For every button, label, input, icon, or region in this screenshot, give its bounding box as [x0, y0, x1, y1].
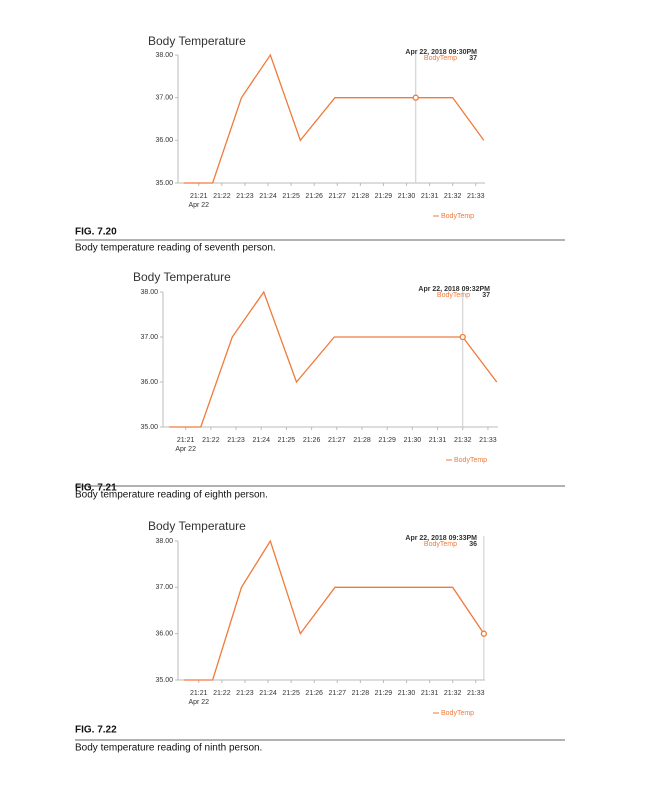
figure-label: FIG. 7.20 — [75, 227, 117, 238]
x-tick-label: 21:21 — [190, 690, 208, 697]
figure-label: FIG. 7.22 — [75, 725, 117, 736]
x-tick-label: 21:30 — [398, 193, 416, 200]
y-tick-label: 35.00 — [140, 424, 158, 431]
x-tick-label: 21:21 — [190, 193, 208, 200]
x-tick-label: 21:24 — [259, 193, 277, 200]
y-tick-label: 37.00 — [155, 584, 173, 591]
chart-title: Body Temperature — [148, 519, 246, 533]
figure-label: FIG. 7.21 — [75, 483, 117, 494]
tooltip-series: BodyTemp — [437, 292, 470, 299]
tooltip-value: 37 — [482, 292, 490, 299]
y-tick-label: 38.00 — [155, 538, 173, 545]
y-tick-label: 37.00 — [155, 95, 173, 102]
line-series — [183, 539, 485, 681]
x-tick-label: 21:31 — [421, 690, 439, 697]
x-tick-label: 21:26 — [305, 193, 323, 200]
tooltip-series: BodyTemp — [424, 541, 457, 548]
x-tick-label: 21:26 — [303, 437, 321, 444]
line-series — [169, 290, 498, 428]
legend-label: BodyTemp — [441, 213, 474, 220]
x-tick-label: 21:29 — [378, 437, 396, 444]
x-tick-label: 21:29 — [375, 193, 393, 200]
x-tick-label: 21:30 — [398, 690, 416, 697]
x-tick-label: 21:33 — [479, 437, 497, 444]
x-tick-label: 21:27 — [328, 437, 346, 444]
x-tick-label: 21:27 — [329, 690, 347, 697]
y-tick-label: 38.00 — [155, 52, 173, 59]
x-tick-label: 21:28 — [352, 193, 370, 200]
x-tick-label: 21:23 — [227, 437, 245, 444]
tooltip-value: 36 — [469, 541, 477, 548]
x-tick-label: 21:29 — [375, 690, 393, 697]
y-tick-label: 36.00 — [155, 137, 173, 144]
tooltip-value: 37 — [469, 55, 477, 62]
tooltip-title: Apr 22, 2018 09:30PM — [405, 49, 477, 56]
date-label: Apr 22 — [188, 699, 209, 706]
x-tick-label: 21:21 — [177, 437, 195, 444]
x-tick-label: 21:24 — [259, 690, 277, 697]
figure-caption: Body temperature reading of seventh pers… — [75, 243, 276, 254]
x-tick-label: 21:31 — [421, 193, 439, 200]
date-label: Apr 22 — [175, 446, 196, 453]
x-tick-label: 21:26 — [305, 690, 323, 697]
x-tick-label: 21:30 — [404, 437, 422, 444]
x-tick-label: 21:22 — [202, 437, 220, 444]
tooltip-title: Apr 22, 2018 09:33PM — [405, 535, 477, 542]
x-tick-label: 21:25 — [282, 193, 300, 200]
figure-caption: Body temperature reading of eighth perso… — [75, 490, 268, 501]
x-tick-label: 21:23 — [236, 193, 254, 200]
x-tick-label: 21:33 — [467, 193, 485, 200]
x-tick-label: 21:22 — [213, 193, 231, 200]
x-tick-label: 21:28 — [353, 437, 371, 444]
y-tick-label: 36.00 — [140, 379, 158, 386]
x-tick-label: 21:33 — [467, 690, 485, 697]
y-tick-label: 35.00 — [155, 180, 173, 187]
x-tick-label: 21:32 — [454, 437, 472, 444]
y-tick-label: 36.00 — [155, 631, 173, 638]
legend-label: BodyTemp — [441, 710, 474, 717]
x-tick-label: 21:24 — [252, 437, 270, 444]
x-tick-label: 21:32 — [444, 193, 462, 200]
x-tick-label: 21:25 — [278, 437, 296, 444]
legend-label: BodyTemp — [454, 457, 487, 464]
x-tick-label: 21:31 — [429, 437, 447, 444]
x-tick-label: 21:28 — [352, 690, 370, 697]
x-tick-label: 21:22 — [213, 690, 231, 697]
line-series — [183, 53, 485, 184]
y-tick-label: 35.00 — [155, 677, 173, 684]
tooltip-series: BodyTemp — [424, 55, 457, 62]
hover-point — [459, 333, 466, 341]
chart-title: Body Temperature — [148, 34, 246, 48]
figure-caption: Body temperature reading of ninth person… — [75, 743, 262, 754]
x-tick-label: 21:25 — [282, 690, 300, 697]
y-tick-label: 37.00 — [140, 334, 158, 341]
y-tick-label: 38.00 — [140, 289, 158, 296]
chart-title: Body Temperature — [133, 270, 231, 284]
x-tick-label: 21:23 — [236, 690, 254, 697]
tooltip-title: Apr 22, 2018 09:32PM — [418, 286, 490, 293]
hover-point — [480, 630, 487, 637]
date-label: Apr 22 — [188, 202, 209, 209]
x-tick-label: 21:27 — [329, 193, 347, 200]
x-tick-label: 21:32 — [444, 690, 462, 697]
hover-point — [412, 94, 419, 101]
